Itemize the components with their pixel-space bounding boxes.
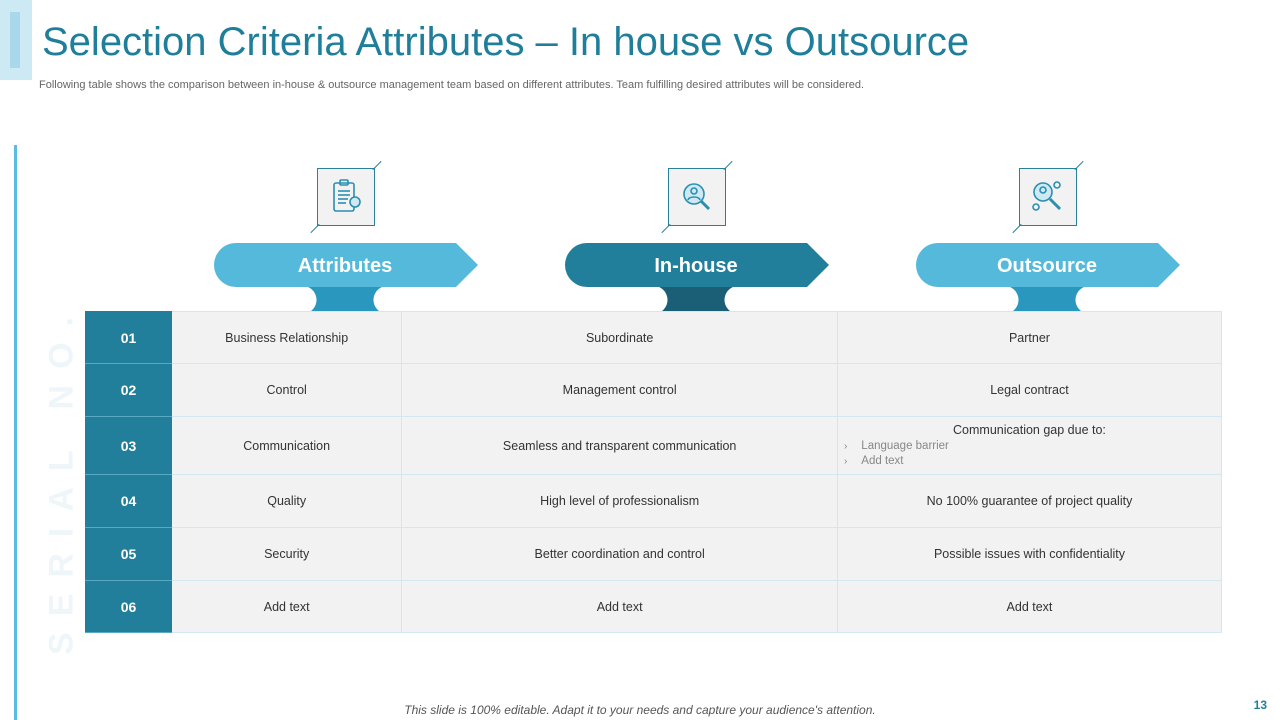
bullet-text: Language barrier [861, 439, 949, 452]
inhouse-cell: High level of professionalism [401, 474, 838, 528]
clipboard-gear-icon [317, 168, 375, 226]
outsource-cell: Legal contract [836, 363, 1223, 417]
header-label: Attributes [297, 255, 393, 277]
serial-number: 01 [85, 311, 172, 364]
attribute-cell: Business Relationship [170, 311, 403, 364]
table-row: 05 Security Better coordination and cont… [85, 527, 1223, 581]
corner-decoration-inner [10, 12, 20, 68]
table-row: 02 Control Management control Legal cont… [85, 363, 1223, 417]
outsource-cell-heading: Communication gap due to: [953, 422, 1106, 437]
header-stem-inhouse [648, 285, 744, 311]
footer-note: This slide is 100% editable. Adapt it to… [404, 703, 876, 717]
attribute-cell: Quality [170, 474, 403, 528]
attribute-cell: Communication [170, 416, 403, 475]
bullet-item: › Add text [838, 454, 1221, 469]
header-outsource: Outsource [916, 243, 1180, 287]
outsource-cell: Add text [836, 580, 1223, 633]
serial-number: 02 [85, 363, 172, 417]
inhouse-cell: Subordinate [401, 311, 838, 364]
attribute-cell: Security [170, 527, 403, 581]
header-label: In-house [654, 255, 738, 277]
outsource-cell: Possible issues with confidentiality [836, 527, 1223, 581]
table-row: 04 Quality High level of professionalism… [85, 474, 1223, 528]
page-title: Selection Criteria Attributes – In house… [42, 20, 970, 64]
serial-number: 04 [85, 474, 172, 528]
person-search-icon [668, 168, 726, 226]
attribute-cell: Add text [170, 580, 403, 633]
serial-number: 05 [85, 527, 172, 581]
inhouse-cell: Better coordination and control [401, 527, 838, 581]
inhouse-cell: Add text [401, 580, 838, 633]
table-row: 03 Communication Seamless and transparen… [85, 416, 1223, 475]
header-stem-attributes [297, 285, 393, 311]
attribute-cell: Control [170, 363, 403, 417]
header-stem-outsource [999, 285, 1095, 311]
bullet-item: › Language barrier [838, 439, 1221, 454]
outsource-cell: Partner [836, 311, 1223, 364]
chevron-right-icon: › [843, 455, 848, 467]
inhouse-cell: Seamless and transparent communication [401, 416, 838, 475]
network-search-icon [1019, 168, 1077, 226]
outsource-cell: No 100% guarantee of project quality [836, 474, 1223, 528]
table-row: 06 Add text Add text Add text [85, 580, 1223, 633]
left-accent-line [14, 145, 17, 720]
comparison-table: 01 Business Relationship Subordinate Par… [85, 311, 1223, 633]
header-label: Outsource [996, 255, 1098, 277]
header-inhouse: In-house [565, 243, 829, 287]
bullet-text: Add text [861, 454, 904, 467]
outsource-cell: Communication gap due to: › Language barr… [836, 416, 1223, 475]
serial-number: 03 [85, 416, 172, 475]
serial-label: SERIAL NO. [42, 301, 81, 655]
page-subtitle: Following table shows the comparison bet… [39, 79, 865, 91]
serial-number: 06 [85, 580, 172, 633]
table-row: 01 Business Relationship Subordinate Par… [85, 311, 1223, 364]
chevron-right-icon: › [843, 440, 848, 452]
page-number: 13 [1253, 698, 1267, 712]
inhouse-cell: Management control [401, 363, 838, 417]
header-attributes: Attributes [214, 243, 478, 287]
